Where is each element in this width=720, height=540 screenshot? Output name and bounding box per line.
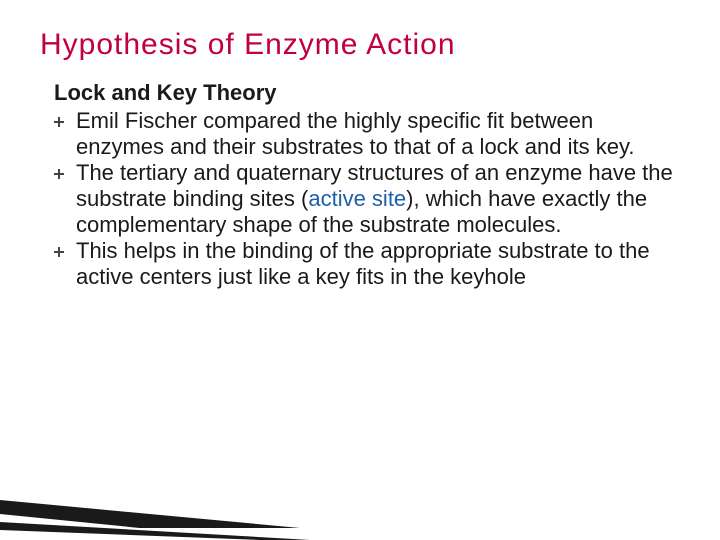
- list-item: Emil Fischer compared the highly specifi…: [54, 108, 680, 160]
- page-title: Hypothesis of Enzyme Action: [40, 28, 680, 62]
- highlight-active-site: active site: [308, 186, 406, 211]
- slide: Hypothesis of Enzyme Action Lock and Key…: [0, 0, 720, 540]
- bullet-text: Emil Fischer compared the highly specifi…: [76, 108, 634, 159]
- list-item: The tertiary and quaternary structures o…: [54, 160, 680, 238]
- list-item: This helps in the binding of the appropr…: [54, 238, 680, 290]
- bullet-list: Emil Fischer compared the highly specifi…: [54, 108, 680, 290]
- bullet-text: This helps in the binding of the appropr…: [76, 238, 650, 289]
- decorative-sweep-icon: [0, 470, 320, 540]
- subtitle: Lock and Key Theory: [54, 80, 680, 106]
